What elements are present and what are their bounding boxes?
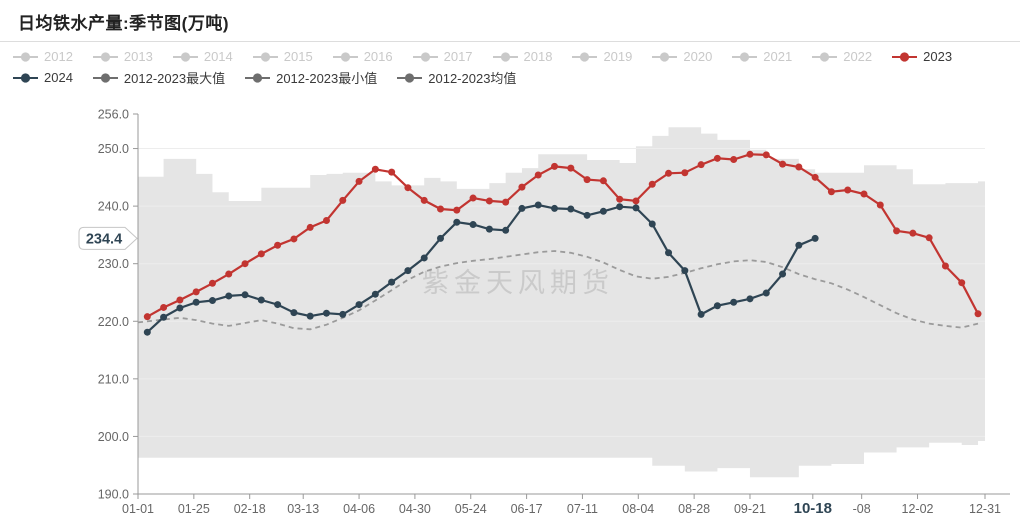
x-tick-label-current: 10-18 <box>794 500 832 517</box>
y-tick-label: 220.0 <box>98 315 129 329</box>
x-tick-label: 12-31 <box>969 502 1001 516</box>
legend-item-label: 2012-2023均值 <box>428 71 517 86</box>
line-series-icon <box>13 51 38 62</box>
legend-item-2016[interactable]: 2016 <box>332 49 393 64</box>
line-series-icon <box>92 51 118 62</box>
series-2012-2023均值[interactable] <box>137 250 979 331</box>
legend-item-2024[interactable]: 2024 <box>12 70 73 85</box>
legend-item-label: 2017 <box>443 49 473 64</box>
y-tick-label: 200.0 <box>98 430 129 444</box>
x-tick-label: 02-18 <box>234 502 266 516</box>
legend-item-2020[interactable]: 2020 <box>651 49 712 64</box>
legend-item-2019[interactable]: 2019 <box>571 49 632 64</box>
chart-legend: 2012 2013 2014 2015 2016 2017 2018 2019 2020 2021… <box>0 42 1020 88</box>
x-tick-label: 08-28 <box>678 502 710 516</box>
legend-row-years: 2012 2013 2014 2015 2016 2017 2018 2019 2020 2021… <box>10 46 1020 67</box>
y-tick-label: 230.0 <box>98 257 129 271</box>
line-series-icon <box>412 51 438 62</box>
legend-item-2022[interactable]: 2022 <box>811 49 872 64</box>
legend-item-2018[interactable]: 2018 <box>492 49 553 64</box>
x-tick-label: 01-01 <box>122 502 154 516</box>
legend-item-label: 2012-2023最小值 <box>276 71 378 86</box>
x-tick-label: 03-13 <box>287 502 319 516</box>
y-tick-label: 240.0 <box>98 200 129 214</box>
x-tick-label: 09-21 <box>734 502 766 516</box>
legend-item-2014[interactable]: 2014 <box>172 49 233 64</box>
line-series-icon <box>13 72 38 83</box>
axes: 190.0 200.0 210.0 220.0 230.0 240.0 250.0 256.0… <box>98 108 1010 517</box>
line-series-icon <box>652 51 678 62</box>
legend-item-label: 2012-2023最大值 <box>123 71 226 86</box>
line-series-icon <box>812 51 838 62</box>
line-series-icon <box>732 51 758 62</box>
title-divider <box>0 41 1020 42</box>
line-series-icon <box>397 72 423 83</box>
legend-item-2013[interactable]: 2013 <box>92 49 153 64</box>
line-series-icon <box>252 51 278 62</box>
y-tick-label: 190.0 <box>98 488 129 502</box>
current-value-label: 234.4 <box>78 226 138 250</box>
legend-item-label: 2014 <box>203 49 233 64</box>
legend-item-2023[interactable]: 2023 <box>891 49 952 64</box>
line-series-icon <box>492 51 518 62</box>
legend-item-2021[interactable]: 2021 <box>731 49 792 64</box>
series-2023[interactable] <box>143 150 982 321</box>
legend-item-label: 2015 <box>283 49 313 64</box>
legend-row-aggregates: 2024 2012-2023最大值 2012-2023最小值 2012-2023均值 <box>10 67 1020 88</box>
legend-item-label: 2022 <box>843 49 873 64</box>
series-2024[interactable] <box>143 201 819 336</box>
legend-item-label: 2021 <box>763 49 793 64</box>
x-tick-label: -08 <box>853 502 871 516</box>
y-tick-label: 250.0 <box>98 142 129 156</box>
legend-item-label: 2019 <box>603 49 633 64</box>
x-tick-label: 08-04 <box>622 502 654 516</box>
legend-item-2015[interactable]: 2015 <box>252 49 313 64</box>
x-tick-label: 06-17 <box>511 502 543 516</box>
x-tick-label: 01-25 <box>178 502 210 516</box>
line-series-icon <box>332 51 358 62</box>
legend-item-label: 2020 <box>683 49 713 64</box>
legend-item-label: 2024 <box>44 70 73 85</box>
x-tick-label: 12-02 <box>902 502 934 516</box>
x-tick-label: 04-30 <box>399 502 431 516</box>
legend-item-2012[interactable]: 2012 <box>12 49 73 64</box>
watermark-layer: 紫金天风期货 <box>422 268 614 298</box>
line-series-icon <box>245 72 271 83</box>
legend-item-label: 2012 <box>44 49 73 64</box>
line-series-icon <box>172 51 198 62</box>
seasonal-line-chart: 紫金天风期货 190.0 200.0 210.0 220.0 230.0 240.0 250.… <box>78 108 1010 517</box>
y-tick-label: 256.0 <box>98 108 129 122</box>
min-max-band <box>138 127 985 478</box>
x-tick-label: 05-24 <box>455 502 487 516</box>
legend-item-2012-2023均值[interactable]: 2012-2023均值 <box>396 68 516 87</box>
line-series-icon <box>92 72 118 83</box>
x-tick-label: 04-06 <box>343 502 375 516</box>
legend-item-2012-2023最小值[interactable]: 2012-2023最小值 <box>244 68 377 87</box>
line-series-icon <box>892 51 918 62</box>
x-tick-label: 07-11 <box>567 502 598 516</box>
legend-item-label: 2023 <box>923 49 953 64</box>
legend-item-label: 2016 <box>363 49 393 64</box>
current-value-text: 234.4 <box>86 231 122 247</box>
watermark: 紫金天风期货 <box>422 268 614 298</box>
gridlines <box>138 148 985 437</box>
line-series-icon <box>572 51 598 62</box>
legend-item-2012-2023最大值[interactable]: 2012-2023最大值 <box>92 68 225 87</box>
legend-item-label: 2013 <box>123 49 153 64</box>
y-tick-label: 210.0 <box>98 372 129 386</box>
legend-item-2017[interactable]: 2017 <box>412 49 473 64</box>
legend-item-label: 2018 <box>523 49 553 64</box>
page-title: 日均铁水产量:季节图(万吨) <box>18 14 229 33</box>
